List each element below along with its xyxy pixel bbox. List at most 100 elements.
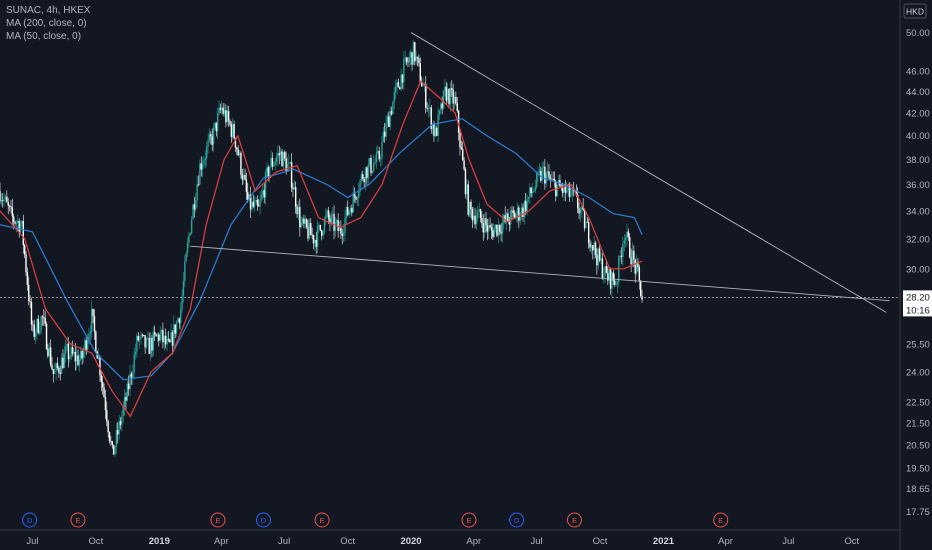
candle-body	[590, 245, 593, 248]
candle-body	[518, 207, 520, 221]
candle-body	[430, 107, 432, 129]
candle-body	[62, 357, 64, 368]
candle-body	[39, 330, 41, 334]
earnings-event-marker[interactable]	[713, 512, 729, 528]
trendline-layer[interactable]	[190, 32, 890, 313]
candle-body	[630, 257, 632, 265]
candle-body	[225, 110, 227, 123]
earnings-event-marker[interactable]	[566, 512, 582, 528]
candle-body	[492, 230, 494, 238]
candle-body	[472, 215, 475, 221]
candle-body	[462, 149, 464, 161]
candle-body	[466, 184, 468, 195]
x-tick-label: Oct	[844, 536, 859, 547]
candle-body	[65, 347, 67, 354]
candle-body	[585, 221, 587, 229]
candle-body	[127, 383, 130, 390]
candle-body	[496, 224, 498, 236]
candle-body	[11, 207, 14, 217]
candle-body	[427, 108, 430, 110]
candle-body	[45, 323, 48, 350]
candle-body	[429, 107, 431, 109]
candle-body	[23, 245, 26, 255]
candle-body	[597, 248, 599, 266]
candle-body	[153, 331, 156, 335]
candle-body	[341, 233, 343, 236]
candle-body	[405, 57, 408, 62]
candle-body	[401, 74, 404, 83]
currency-badge-group[interactable]: HKD	[903, 3, 927, 19]
candle-body	[566, 189, 568, 193]
candle-body	[115, 430, 118, 447]
candle-body	[178, 318, 181, 324]
trendline-lower[interactable]	[190, 245, 890, 302]
candle-body	[392, 101, 394, 115]
candle-body	[349, 208, 352, 211]
candle-body	[145, 338, 148, 348]
candle-body	[143, 334, 145, 336]
candle-body	[279, 151, 282, 156]
candle-body	[173, 324, 175, 346]
ma50-label[interactable]: MA (50, close, 0)	[6, 31, 82, 42]
candle-body	[277, 153, 279, 158]
dividend-event-marker[interactable]	[509, 512, 525, 528]
candle-body	[608, 269, 610, 281]
earnings-event-marker[interactable]	[70, 512, 86, 528]
y-tick-label: 17.75	[906, 507, 930, 518]
x-tick-label: 2019	[149, 536, 170, 547]
candle-body	[106, 410, 108, 422]
trendline-upper[interactable]	[410, 32, 887, 313]
time-axis[interactable]: Jul Oct 2019 Apr Jul Oct 2020 Apr Jul Oct 2021 Apr J…	[26, 536, 859, 547]
earnings-event-marker[interactable]	[314, 512, 330, 528]
candle-body	[281, 151, 283, 167]
price-label-group: 28.20 10:16	[903, 290, 932, 317]
candle-body	[6, 196, 8, 203]
candle-body	[520, 207, 523, 217]
dividend-event-marker[interactable]	[22, 512, 38, 528]
candle-body	[404, 57, 406, 60]
candle-body	[535, 173, 538, 187]
earnings-event-label: E	[718, 516, 723, 525]
candle-body	[192, 204, 194, 220]
dividend-event-label: D	[27, 516, 33, 525]
dividend-event-marker[interactable]	[255, 512, 271, 528]
candle-body	[549, 177, 552, 180]
candle-body	[110, 441, 112, 442]
candle-body	[4, 196, 7, 200]
x-tick-label: Apr	[214, 536, 229, 547]
candle-body	[353, 192, 356, 197]
y-tick-label: 34.00	[906, 206, 930, 217]
currency-badge[interactable]: HKD	[906, 7, 924, 17]
candle-body	[323, 218, 326, 233]
symbol-label[interactable]: SUNAC, 4h, HKEX	[6, 5, 91, 16]
candle-body	[56, 363, 59, 368]
candle-body	[282, 152, 285, 167]
candle-body	[43, 317, 45, 319]
candle-body	[512, 210, 515, 213]
candle-body	[330, 215, 333, 223]
candle-body	[241, 174, 244, 180]
earnings-event-marker[interactable]	[210, 512, 226, 528]
candle-body	[519, 216, 521, 221]
earnings-event-marker[interactable]	[461, 512, 477, 528]
candle-body	[84, 340, 86, 351]
candle-body	[47, 349, 49, 357]
candle-body	[340, 227, 342, 234]
candle-body	[88, 334, 90, 341]
candle-body	[206, 146, 208, 159]
candle-body	[17, 220, 19, 223]
candle-body	[0, 200, 3, 202]
candle-body	[411, 52, 413, 65]
candle-body	[190, 219, 193, 234]
candle-body	[303, 218, 305, 224]
price-axis[interactable]: 17.75 18.65 19.50 20.50 21.50 22.50 24.00 25.50…	[906, 28, 930, 518]
candle-body	[356, 198, 359, 200]
y-tick-label: 25.50	[906, 339, 930, 350]
ma200-label[interactable]: MA (200, close, 0)	[6, 18, 87, 29]
candle-body	[300, 222, 302, 228]
candle-body	[478, 209, 480, 213]
candle-body	[67, 343, 70, 360]
candle-body	[174, 324, 176, 334]
candle-body	[70, 347, 72, 357]
